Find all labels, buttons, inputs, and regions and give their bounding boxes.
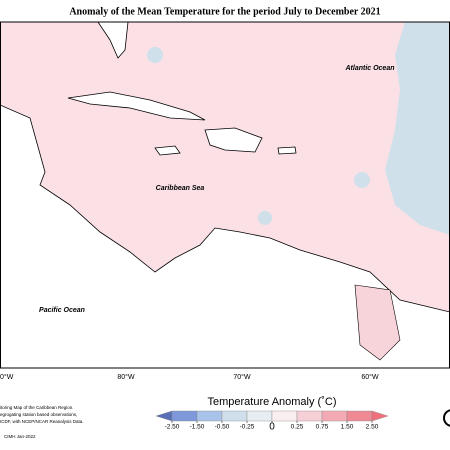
- land-cuba: [67, 91, 206, 121]
- colorbar-tick-label: 0.75: [316, 424, 329, 431]
- cool-anomaly: [258, 211, 272, 225]
- colorbar-box: [246, 410, 273, 422]
- longitude-label: 0°W: [0, 373, 14, 381]
- colorbar-box: [346, 410, 373, 422]
- ocean-label: Atlantic Ocean: [344, 65, 394, 72]
- colorbar-tick-label: 0.25: [291, 424, 304, 431]
- pacific-no-data: [0, 190, 190, 368]
- land-jamaica: [154, 145, 181, 156]
- longitude-label: 70°W: [233, 373, 251, 381]
- legend-title: Temperature Anomaly (˚C): [208, 396, 337, 408]
- colorbar-arrow: [371, 410, 389, 422]
- cool-anomaly: [147, 47, 163, 63]
- longitude-label: 80°W: [117, 373, 135, 381]
- colorbar-box: [221, 410, 248, 422]
- colorbar-box: [171, 410, 198, 422]
- colorbar: -2.50 -1.50 -0.50 -0.25 0 0.25 0.75 1.50 2.50: [155, 410, 389, 433]
- footnote: itoring Map of the Caribbean Region.: [0, 405, 74, 410]
- land-puerto-rico: [277, 146, 297, 155]
- footnote: egrogating station based observations,: [0, 412, 77, 417]
- land-hispaniola: [204, 127, 263, 153]
- colorbar-tick-label: 1.50: [341, 424, 354, 431]
- colorbar-box: [296, 410, 323, 422]
- cool-anomaly: [354, 172, 370, 188]
- colorbar-tick-label: -0.25: [240, 424, 255, 431]
- land-guianas-anomaly: [354, 284, 401, 361]
- colorbar-box: [321, 410, 348, 422]
- logo: [443, 409, 450, 427]
- colorbar-tick-label: -1.50: [190, 424, 205, 431]
- colorbar-tick-label: -0.50: [215, 424, 230, 431]
- colorbar-box: [271, 410, 298, 422]
- longitude-label: 60°W: [361, 373, 379, 381]
- colorbar-arrow: [155, 410, 173, 422]
- map-title: Anomaly of the Mean Temperature for the …: [69, 6, 380, 17]
- colorbar-tick-label: 2.50: [366, 424, 379, 431]
- ocean-label: Caribbean Sea: [156, 185, 205, 192]
- footnote: CIMH Jan-2022: [4, 434, 36, 439]
- colorbar-tick-label: 0: [269, 422, 275, 433]
- ocean-label: Pacific Ocean: [39, 307, 85, 314]
- map: Atlantic Ocean Caribbean Sea Pacific Oce…: [0, 21, 450, 369]
- footnote: ICDF, with NCEP/NCAR Reanalysis Data.: [0, 419, 84, 424]
- colorbar-box: [196, 410, 223, 422]
- colorbar-tick-label: -2.50: [165, 424, 180, 431]
- cool-anomaly: [385, 22, 450, 235]
